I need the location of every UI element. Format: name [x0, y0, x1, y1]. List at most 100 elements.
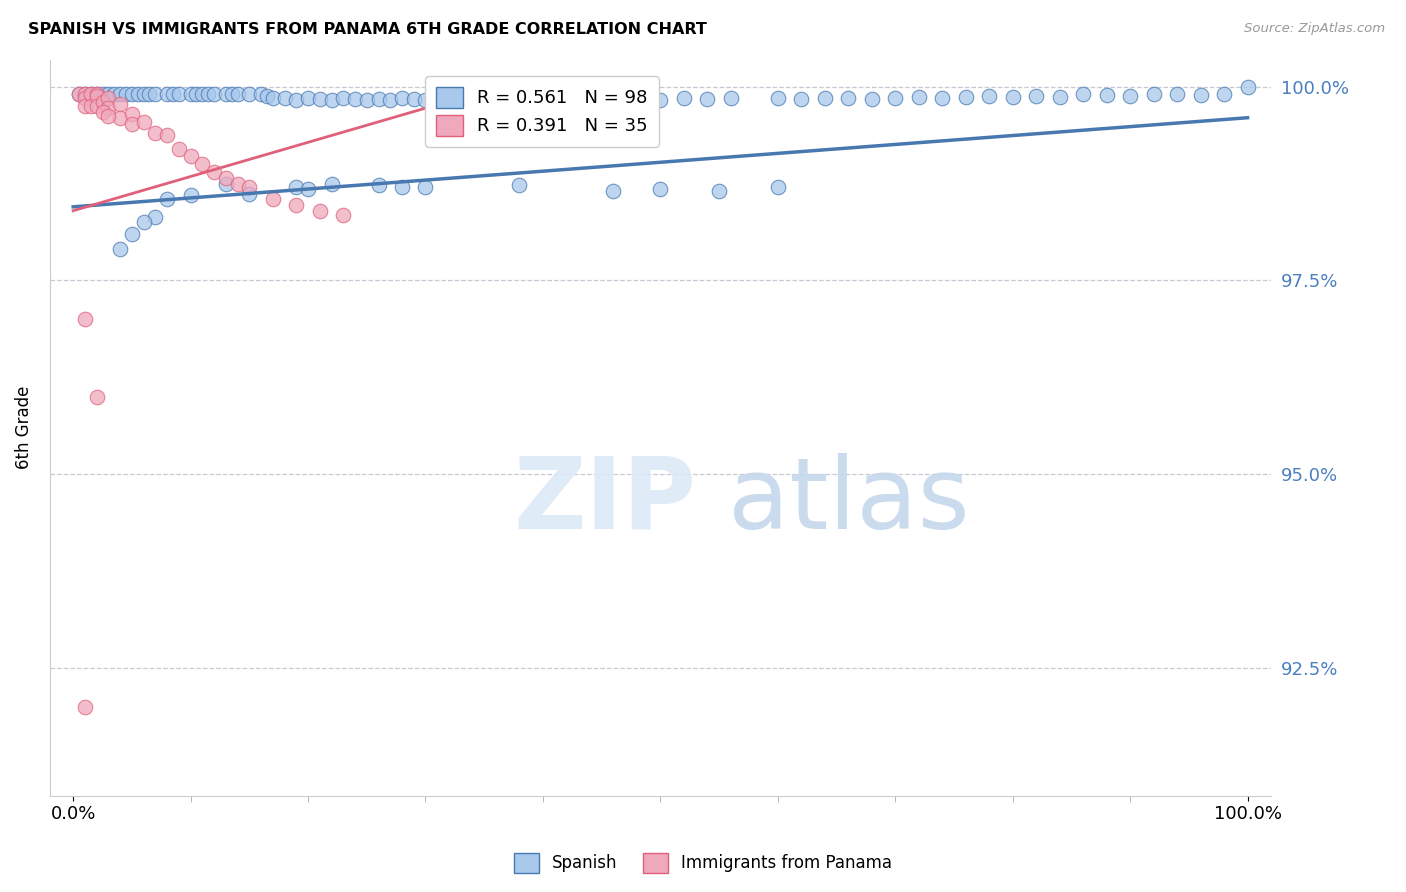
Point — [156, 87, 179, 102]
Point — [215, 177, 238, 191]
Point — [707, 184, 730, 198]
Point — [531, 93, 554, 107]
Point — [391, 179, 413, 194]
Point — [132, 87, 155, 102]
Point — [485, 93, 508, 107]
Point — [86, 87, 108, 102]
Point — [91, 104, 114, 119]
Point — [215, 171, 238, 186]
Point — [162, 87, 184, 102]
Point — [80, 87, 103, 102]
Point — [80, 87, 103, 102]
Point — [73, 312, 96, 326]
Text: SPANISH VS IMMIGRANTS FROM PANAMA 6TH GRADE CORRELATION CHART: SPANISH VS IMMIGRANTS FROM PANAMA 6TH GR… — [28, 22, 707, 37]
Point — [97, 91, 120, 105]
Point — [415, 93, 437, 107]
Point — [121, 87, 143, 102]
Point — [180, 149, 202, 163]
Point — [344, 92, 367, 106]
Point — [86, 87, 108, 102]
Point — [602, 93, 624, 107]
Point — [1001, 90, 1024, 104]
Point — [202, 87, 225, 102]
Point — [238, 180, 260, 194]
Point — [402, 92, 425, 106]
Point — [297, 91, 319, 105]
Point — [215, 87, 238, 102]
Point — [226, 177, 249, 191]
Y-axis label: 6th Grade: 6th Grade — [15, 386, 32, 469]
Point — [250, 87, 273, 102]
Point — [138, 87, 160, 102]
Point — [86, 390, 108, 404]
Point — [907, 90, 929, 104]
Point — [103, 87, 125, 102]
Point — [1049, 90, 1071, 104]
Point — [321, 93, 343, 107]
Point — [80, 99, 103, 113]
Point — [115, 87, 138, 102]
Point — [108, 96, 131, 111]
Point — [262, 192, 284, 206]
Point — [226, 87, 249, 102]
Point — [86, 89, 108, 103]
Point — [555, 91, 578, 105]
Point — [332, 208, 354, 222]
Point — [167, 142, 190, 156]
Point — [426, 94, 449, 108]
Text: Source: ZipAtlas.com: Source: ZipAtlas.com — [1244, 22, 1385, 36]
Point — [186, 87, 208, 102]
Point — [167, 87, 190, 102]
Point — [367, 92, 389, 106]
Point — [321, 177, 343, 191]
Point — [297, 182, 319, 196]
Point — [132, 215, 155, 229]
Point — [121, 117, 143, 131]
Point — [97, 102, 120, 116]
Point — [197, 87, 219, 102]
Point — [221, 87, 243, 102]
Point — [262, 90, 284, 104]
Point — [814, 90, 837, 104]
Point — [73, 91, 96, 105]
Point — [1025, 89, 1047, 103]
Point — [91, 95, 114, 110]
Point — [97, 87, 120, 102]
Point — [1213, 87, 1236, 102]
Point — [391, 91, 413, 105]
Point — [308, 203, 330, 218]
Point — [308, 92, 330, 106]
Point — [450, 93, 472, 107]
Point — [285, 197, 308, 211]
Point — [108, 87, 131, 102]
Point — [650, 93, 672, 107]
Point — [602, 184, 624, 198]
Point — [1143, 87, 1166, 102]
Point — [73, 99, 96, 113]
Point — [860, 92, 883, 106]
Point — [91, 87, 114, 102]
Point — [145, 126, 167, 140]
Point — [256, 89, 278, 103]
Point — [1189, 88, 1212, 103]
Point — [97, 109, 120, 123]
Point — [367, 178, 389, 193]
Point — [766, 180, 789, 194]
Point — [1095, 88, 1118, 103]
Point — [191, 87, 214, 102]
Text: atlas: atlas — [727, 453, 969, 549]
Point — [766, 91, 789, 105]
Point — [437, 92, 460, 106]
Point — [156, 192, 179, 206]
Point — [790, 92, 813, 106]
Point — [884, 90, 907, 104]
Point — [931, 91, 953, 105]
Point — [696, 92, 718, 106]
Point — [121, 227, 143, 241]
Point — [202, 165, 225, 179]
Point — [121, 107, 143, 121]
Point — [132, 114, 155, 128]
Point — [145, 210, 167, 224]
Point — [285, 180, 308, 194]
Point — [73, 87, 96, 102]
